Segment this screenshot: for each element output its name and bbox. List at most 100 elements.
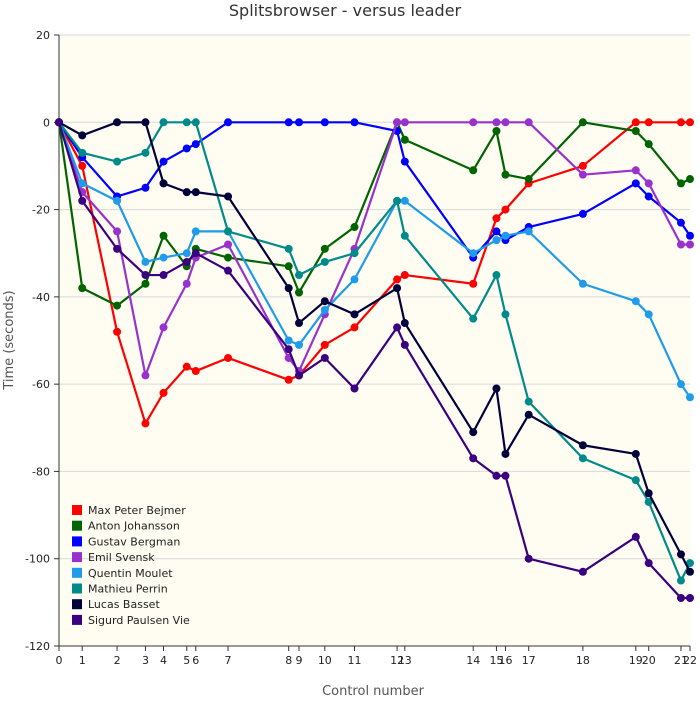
data-point xyxy=(224,353,233,362)
data-point xyxy=(141,419,150,428)
x-tick-label: 15 xyxy=(489,654,503,667)
x-tick-label: 2 xyxy=(114,654,121,667)
data-point xyxy=(284,375,293,384)
data-point xyxy=(469,166,478,175)
data-point xyxy=(78,148,87,157)
data-point xyxy=(224,227,233,236)
data-point xyxy=(676,593,685,602)
legend: Max Peter Bejmer Anton Johansson Gustav Be… xyxy=(72,504,190,627)
data-point xyxy=(400,157,409,166)
legend-entry-label: Mathieu Perrin xyxy=(88,583,168,596)
y-tick-label: -80 xyxy=(32,465,50,478)
data-point xyxy=(320,353,329,362)
legend-swatch xyxy=(72,583,82,594)
data-point xyxy=(524,118,533,127)
data-point xyxy=(578,161,587,170)
x-tick-label: 9 xyxy=(296,654,303,667)
plot-area-background xyxy=(59,35,690,646)
data-point xyxy=(350,249,359,258)
data-point xyxy=(676,550,685,559)
data-point xyxy=(113,244,122,253)
data-point xyxy=(182,188,191,197)
data-point xyxy=(469,454,478,463)
y-tick-label: 0 xyxy=(43,116,50,129)
x-tick-label: 18 xyxy=(576,654,590,667)
x-tick-label: 11 xyxy=(347,654,361,667)
data-point xyxy=(141,183,150,192)
data-point xyxy=(501,170,510,179)
data-point xyxy=(350,118,359,127)
x-tick-label: 3 xyxy=(142,654,149,667)
data-point xyxy=(159,323,168,332)
series-sigurd-paulsen-vie xyxy=(55,118,694,602)
data-point xyxy=(159,157,168,166)
data-point xyxy=(393,284,402,293)
data-point xyxy=(492,471,501,480)
data-point xyxy=(400,118,409,127)
data-point xyxy=(159,231,168,240)
data-point xyxy=(191,118,200,127)
data-point xyxy=(295,340,304,349)
data-point xyxy=(182,279,191,288)
data-point xyxy=(501,310,510,319)
data-point xyxy=(113,227,122,236)
data-point xyxy=(320,297,329,306)
data-point xyxy=(400,196,409,205)
data-point xyxy=(644,559,653,568)
data-point xyxy=(492,127,501,136)
data-point xyxy=(644,489,653,498)
x-tick-label: 20 xyxy=(642,654,656,667)
data-point xyxy=(501,205,510,214)
x-tick-label: 21 xyxy=(674,654,688,667)
data-point xyxy=(492,271,501,280)
data-point xyxy=(644,310,653,319)
x-tick-label: 8 xyxy=(285,654,292,667)
data-point xyxy=(676,240,685,249)
legend-swatch xyxy=(72,567,82,578)
data-point xyxy=(182,118,191,127)
data-point xyxy=(644,192,653,201)
data-point xyxy=(191,249,200,258)
data-point xyxy=(492,227,501,236)
data-point xyxy=(631,127,640,136)
data-point xyxy=(393,275,402,284)
data-point xyxy=(141,279,150,288)
data-point xyxy=(524,410,533,419)
data-point xyxy=(284,284,293,293)
legend-swatch xyxy=(72,520,82,531)
data-point xyxy=(224,118,233,127)
data-point xyxy=(159,253,168,262)
data-point xyxy=(113,157,122,166)
data-point xyxy=(182,249,191,258)
data-point xyxy=(578,118,587,127)
x-tick-label: 0 xyxy=(56,654,63,667)
data-point xyxy=(686,175,694,184)
data-point xyxy=(191,227,200,236)
data-point xyxy=(191,140,200,149)
data-point xyxy=(113,196,122,205)
x-tick-label: 4 xyxy=(160,654,167,667)
legend-entry-label: Max Peter Bejmer xyxy=(88,504,186,517)
data-point xyxy=(686,567,694,576)
data-point xyxy=(400,319,409,328)
data-point xyxy=(501,449,510,458)
data-point xyxy=(393,196,402,205)
x-tick-label: 5 xyxy=(183,654,190,667)
y-tick-label: -100 xyxy=(25,553,50,566)
data-point xyxy=(78,131,87,140)
data-point xyxy=(182,144,191,153)
data-point xyxy=(320,118,329,127)
data-point xyxy=(393,118,402,127)
y-tick-label: -120 xyxy=(25,640,50,653)
data-point xyxy=(320,244,329,253)
data-point xyxy=(320,340,329,349)
data-point xyxy=(78,179,87,188)
y-tick-label: -40 xyxy=(32,291,50,304)
data-point xyxy=(284,244,293,253)
data-point xyxy=(686,240,694,249)
data-point xyxy=(400,231,409,240)
data-point xyxy=(113,301,122,310)
chart-title: Splitsbrowser - versus leader xyxy=(229,1,462,20)
data-point xyxy=(492,236,501,245)
data-point xyxy=(78,284,87,293)
